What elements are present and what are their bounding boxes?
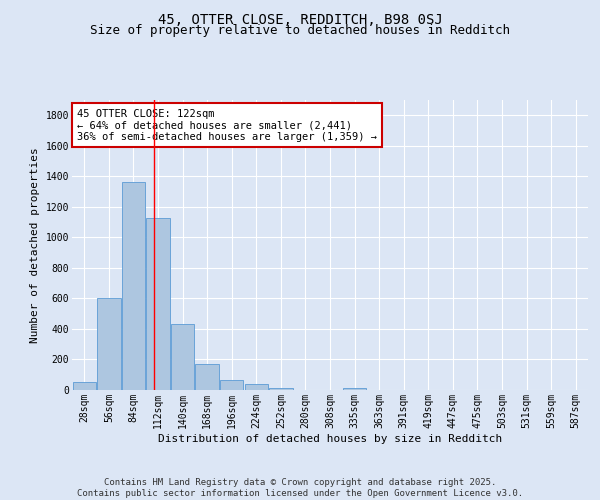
Bar: [343, 388, 366, 390]
Text: Size of property relative to detached houses in Redditch: Size of property relative to detached ho…: [90, 24, 510, 37]
Bar: [122, 182, 145, 390]
Y-axis label: Number of detached properties: Number of detached properties: [30, 147, 40, 343]
Bar: [73, 382, 96, 390]
Text: 45 OTTER CLOSE: 122sqm
← 64% of detached houses are smaller (2,441)
36% of semi-: 45 OTTER CLOSE: 122sqm ← 64% of detached…: [77, 108, 377, 142]
X-axis label: Distribution of detached houses by size in Redditch: Distribution of detached houses by size …: [158, 434, 502, 444]
Text: Contains HM Land Registry data © Crown copyright and database right 2025.
Contai: Contains HM Land Registry data © Crown c…: [77, 478, 523, 498]
Bar: [97, 298, 121, 390]
Bar: [196, 364, 219, 390]
Bar: [220, 380, 244, 390]
Bar: [171, 324, 194, 390]
Bar: [269, 388, 293, 390]
Bar: [146, 218, 170, 390]
Bar: [245, 384, 268, 390]
Text: 45, OTTER CLOSE, REDDITCH, B98 0SJ: 45, OTTER CLOSE, REDDITCH, B98 0SJ: [158, 12, 442, 26]
